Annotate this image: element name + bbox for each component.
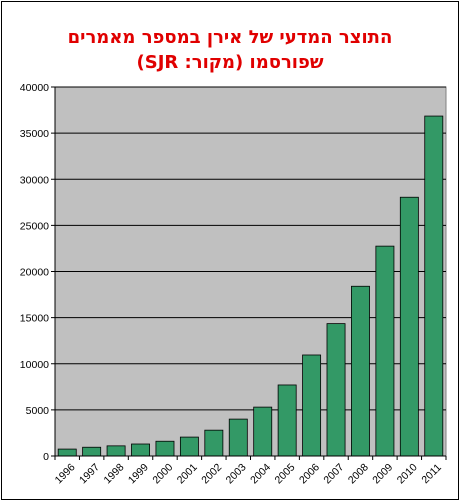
bar bbox=[302, 354, 322, 457]
x-tick-label: 2009 bbox=[370, 461, 395, 486]
y-tick-label: 0 bbox=[43, 451, 49, 463]
bar bbox=[82, 446, 102, 457]
bar bbox=[399, 196, 419, 457]
y-tick-label: 20000 bbox=[20, 267, 49, 279]
x-tick-label: 2007 bbox=[321, 461, 346, 486]
x-tick-label: 2006 bbox=[297, 461, 322, 486]
bar bbox=[253, 406, 273, 457]
y-tick-label: 10000 bbox=[20, 359, 49, 371]
x-tick-label: 2010 bbox=[395, 461, 420, 486]
y-tick-label: 15000 bbox=[20, 313, 49, 325]
bar bbox=[228, 418, 248, 457]
x-tick-label: 1997 bbox=[77, 461, 102, 486]
x-tick-label: 2000 bbox=[150, 461, 175, 486]
x-tick-label: 2001 bbox=[175, 461, 200, 486]
bar bbox=[179, 436, 199, 457]
x-tick-label: 2008 bbox=[346, 461, 371, 486]
x-axis: 1996 1997 1998 1999 2000 2001 2002 2003 2004 2005… bbox=[53, 455, 447, 487]
bar bbox=[155, 440, 175, 457]
x-tick-label: 2004 bbox=[248, 461, 273, 486]
bar bbox=[277, 384, 297, 457]
x-tick-label: 1998 bbox=[101, 461, 126, 486]
x-tick-label: 2002 bbox=[199, 461, 224, 486]
x-tick-label: 1999 bbox=[126, 461, 151, 486]
bar bbox=[57, 448, 77, 457]
y-tick-label: 30000 bbox=[20, 174, 49, 186]
y-tick-label: 5000 bbox=[26, 405, 50, 417]
bar bbox=[106, 445, 126, 457]
y-axis: 0 5000 10000 15000 20000 25000 30000 35000 40000 bbox=[20, 82, 56, 463]
chart-subtitle: שפורסמו (מקור: SJR) bbox=[136, 52, 324, 73]
bar bbox=[131, 443, 150, 457]
bar bbox=[375, 245, 395, 457]
bar bbox=[351, 285, 370, 457]
x-tick-label: 2011 bbox=[419, 462, 444, 487]
x-tick-label: 2003 bbox=[224, 461, 249, 486]
x-tick-label: 1996 bbox=[53, 461, 78, 486]
y-tick-label: 35000 bbox=[20, 128, 49, 140]
chart-title: התוצר המדעי של אירן במספר מאמרים bbox=[67, 27, 393, 48]
bar bbox=[424, 115, 444, 457]
x-tick-label: 2005 bbox=[273, 461, 298, 486]
bar bbox=[204, 429, 224, 457]
bar bbox=[326, 323, 346, 457]
y-tick-label: 40000 bbox=[20, 82, 49, 94]
y-tick-label: 25000 bbox=[20, 220, 49, 232]
bars bbox=[57, 115, 444, 457]
